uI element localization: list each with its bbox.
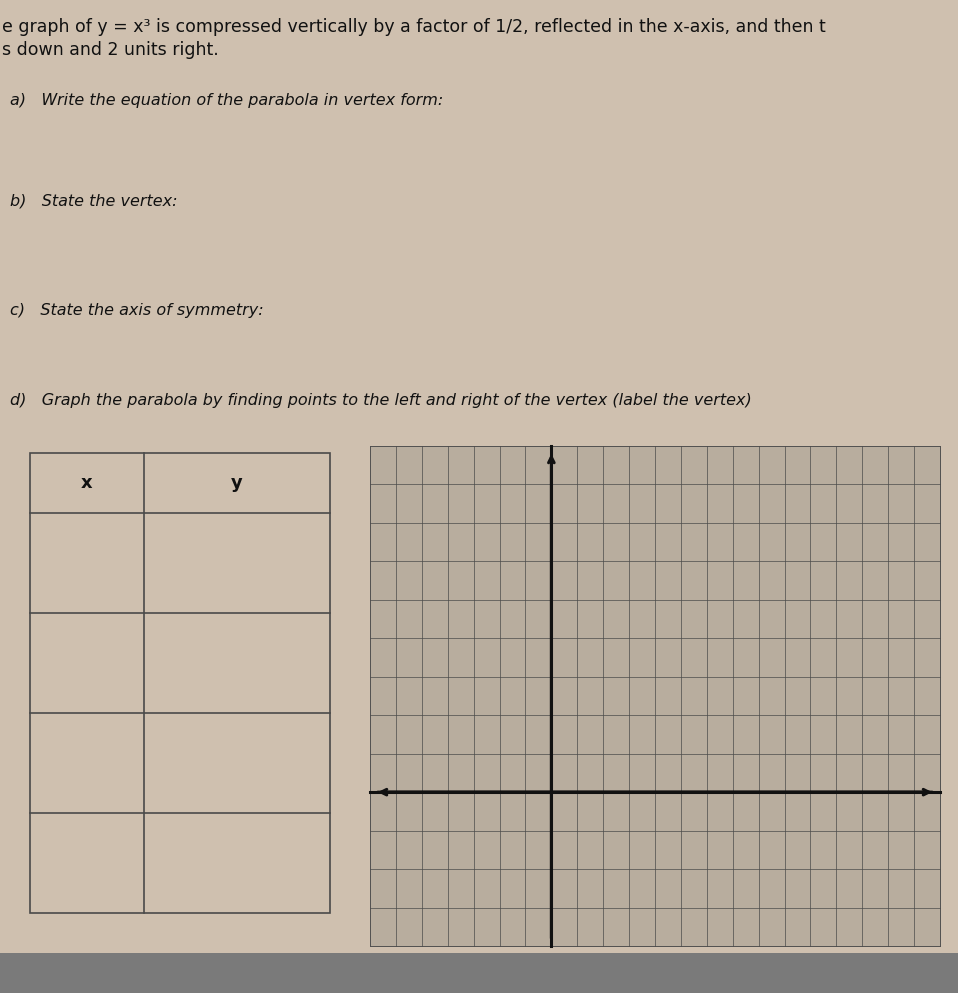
Bar bbox=[370, 446, 940, 946]
Text: e graph of y = x³ is compressed vertically by a factor of 1/2, reflected in the : e graph of y = x³ is compressed vertical… bbox=[2, 18, 826, 36]
Bar bbox=[30, 453, 330, 913]
Text: x: x bbox=[81, 474, 93, 492]
Text: a)   Write the equation of the parabola in vertex form:: a) Write the equation of the parabola in… bbox=[10, 93, 444, 108]
Text: y: y bbox=[231, 474, 243, 492]
Bar bbox=[0, 953, 958, 993]
Text: s down and 2 units right.: s down and 2 units right. bbox=[2, 41, 218, 59]
Text: d)   Graph the parabola by finding points to the left and right of the vertex (l: d) Graph the parabola by finding points … bbox=[10, 393, 752, 408]
Text: b)   State the vertex:: b) State the vertex: bbox=[10, 193, 177, 208]
Text: c)   State the axis of symmetry:: c) State the axis of symmetry: bbox=[10, 303, 263, 318]
